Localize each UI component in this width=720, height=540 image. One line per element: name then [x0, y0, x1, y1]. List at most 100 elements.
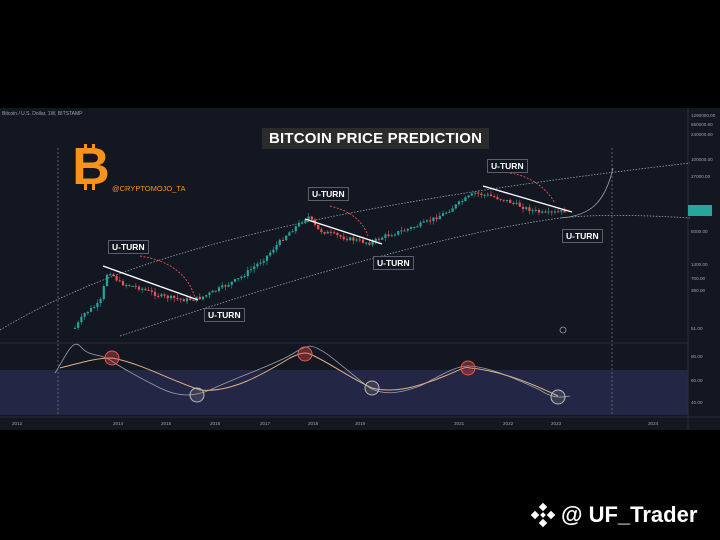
candle-body	[557, 211, 560, 213]
candle-body	[326, 231, 329, 234]
candle-body	[371, 241, 374, 245]
uturn-label: U-TURN	[373, 256, 414, 270]
uturn-label: U-TURN	[108, 240, 149, 254]
candle-body	[262, 260, 265, 263]
candle-body	[317, 224, 320, 230]
candle-body	[118, 280, 121, 282]
candle-body	[377, 238, 381, 240]
candle-body	[400, 230, 403, 232]
candle-body	[93, 307, 96, 309]
downtrend-line	[482, 185, 573, 213]
candle-body	[301, 222, 304, 224]
candle-body	[173, 295, 176, 299]
time-tick-label: 2019	[355, 421, 366, 426]
candle-body	[345, 239, 349, 241]
candle-body	[393, 234, 397, 236]
candle-body	[153, 291, 157, 296]
candle-body	[214, 290, 217, 292]
candle-body	[137, 286, 141, 290]
candle-body	[483, 194, 486, 196]
watermark: @ UF_Trader	[531, 502, 697, 528]
candle-body	[224, 285, 227, 287]
candle-body	[141, 288, 144, 290]
candle-body	[278, 239, 281, 246]
candle-body	[499, 199, 502, 201]
candle-body	[147, 289, 150, 291]
channel-lower-line	[119, 214, 691, 337]
candle-body	[429, 220, 432, 222]
candle-body	[77, 322, 80, 328]
candle-body	[435, 217, 438, 220]
price-tick-label: 1400.00	[691, 262, 708, 267]
candle-body	[329, 231, 333, 233]
candle-body	[480, 193, 483, 195]
candle-body	[358, 239, 361, 241]
candle-body	[448, 211, 451, 213]
candle-body	[109, 274, 112, 276]
candle-body	[281, 239, 285, 241]
candle-body	[534, 209, 537, 211]
candle-body	[413, 227, 416, 229]
candle-body	[422, 221, 425, 223]
candle-body	[461, 201, 464, 203]
watermark-text: @ UF_Trader	[561, 502, 698, 527]
candle-body	[157, 295, 160, 297]
candle-body	[541, 211, 544, 213]
candle-body	[291, 231, 294, 233]
candle-body	[246, 270, 249, 276]
price-tick-label: 1290000.00	[691, 113, 716, 118]
candle-body	[310, 216, 313, 220]
candle-body	[489, 194, 493, 197]
candle-body	[550, 211, 553, 213]
candle-body	[320, 229, 323, 232]
candle-body	[73, 327, 77, 329]
candle-body	[445, 212, 448, 214]
rsi-circle	[189, 387, 205, 403]
candle-body	[502, 199, 505, 201]
candle-body	[451, 208, 454, 212]
candle-body	[144, 288, 147, 290]
candle-body	[419, 222, 422, 227]
candle-body	[512, 202, 515, 204]
candle-body	[307, 216, 310, 220]
candle-body	[99, 299, 102, 303]
candle-body	[477, 192, 480, 194]
candle-body	[131, 285, 134, 287]
candle-body	[169, 295, 173, 299]
candle-body	[457, 201, 461, 205]
uturn-label: U-TURN	[308, 187, 349, 201]
candle-body	[381, 237, 384, 240]
projection-curve	[559, 167, 614, 219]
candle-body	[361, 239, 365, 243]
candle-body	[531, 209, 534, 211]
candle-body	[374, 238, 377, 242]
candle-body	[227, 284, 230, 287]
candle-body	[323, 231, 326, 234]
candle-body	[339, 235, 342, 237]
candle-body	[553, 211, 557, 213]
candle-body	[464, 197, 467, 202]
price-tick-label: 5000.00	[691, 229, 708, 234]
candle-body	[249, 269, 253, 271]
candle-body	[403, 230, 406, 232]
uturn-label: U-TURN	[204, 308, 245, 322]
chart-panel: 1290000.00 550000.00 240000.00 100000.00 270…	[0, 108, 720, 430]
candle-body	[528, 207, 531, 211]
candle-body	[205, 295, 208, 297]
candle-body	[134, 285, 137, 287]
rsi-circle	[460, 360, 476, 376]
candle-body	[416, 226, 419, 228]
candle-body	[195, 296, 198, 301]
candle-body	[96, 302, 99, 308]
candle-body	[105, 274, 109, 287]
candle-body	[544, 211, 547, 213]
rsi-circle	[297, 346, 313, 362]
candle-body	[259, 262, 262, 264]
candle-body	[563, 210, 566, 213]
candle-body	[547, 211, 550, 213]
chart-title: BITCOIN PRICE PREDICTION	[262, 128, 490, 149]
candle-body	[521, 206, 525, 210]
time-tick-label: 2014	[113, 421, 124, 426]
candle-body	[163, 294, 166, 296]
time-tick-label: 2022	[503, 421, 514, 426]
